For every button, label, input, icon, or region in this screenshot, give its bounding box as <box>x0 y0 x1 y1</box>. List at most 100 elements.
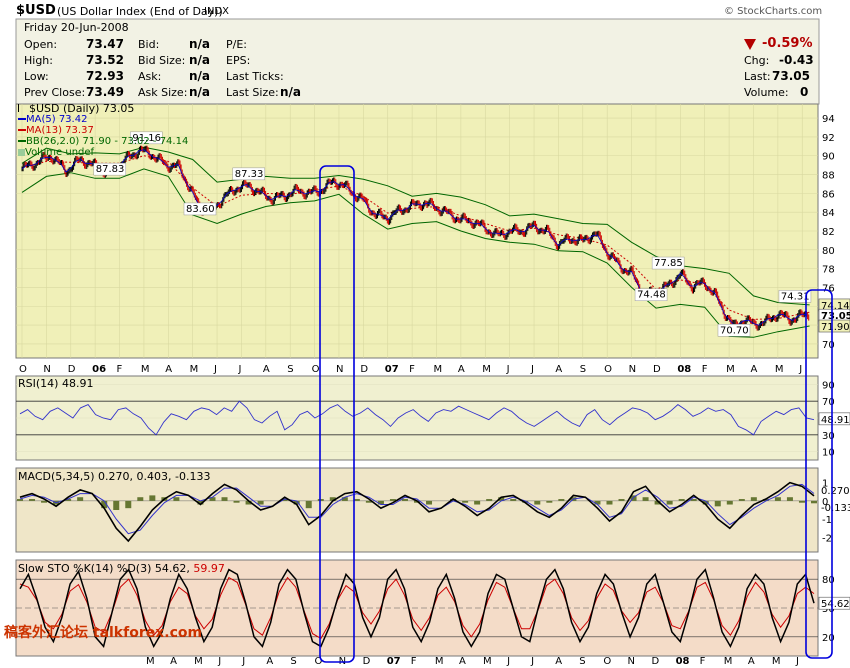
volume-label: Volume: <box>744 86 789 99</box>
price-annotation: 74.48 <box>637 290 666 301</box>
eps-label: EPS: <box>226 54 251 67</box>
low-label: Low: <box>24 70 49 83</box>
price-x-tick: O <box>312 364 320 375</box>
macd-histogram-bar <box>654 500 661 505</box>
ma5-line <box>21 149 808 326</box>
annotation-box <box>778 290 812 303</box>
sto-x-tick: O <box>603 656 611 667</box>
annotation-box <box>232 167 266 181</box>
price-x-tick: D <box>360 364 368 375</box>
price-right-label: 74.14 <box>821 301 850 312</box>
open-value: 73.47 <box>86 37 124 51</box>
high-value: 73.52 <box>86 53 124 67</box>
macd-histogram-bar <box>197 500 204 505</box>
sto-title-d: 59.97 <box>193 562 225 575</box>
macd-histogram-bar <box>690 499 697 501</box>
macd-histogram-bar <box>125 500 132 509</box>
legend-price-text: $USD (Daily) 73.05 <box>29 102 135 115</box>
quote-box <box>15 18 820 105</box>
sto-x-tick: D <box>363 656 371 667</box>
rsi-y-tick: 90 <box>822 380 835 391</box>
macd-histogram-bar <box>738 499 745 501</box>
price-annotation: 87.33 <box>235 169 264 180</box>
pct-change: -0.59% <box>762 36 813 51</box>
sto-y-tick: 20 <box>822 633 835 644</box>
prev-close-value: 73.49 <box>86 85 124 99</box>
legend-volume: Volume undef <box>18 147 188 158</box>
macd-histogram-bar <box>618 499 625 501</box>
price-x-tick: N <box>43 364 50 375</box>
price-x-tick: S <box>580 364 586 375</box>
macd-histogram-bar <box>365 500 372 503</box>
sto-k-line <box>19 568 815 649</box>
price-x-tick: A <box>165 364 172 375</box>
macd-histogram-bar <box>606 500 613 505</box>
sto-x-tick: O <box>315 656 323 667</box>
price-annotation: 77.85 <box>654 258 683 269</box>
sto-x-tick: M <box>724 656 733 667</box>
volume-value: 0 <box>800 85 809 99</box>
symbol-name: (US Dollar Index (End of Day)) <box>57 5 223 18</box>
macd-histogram-bar <box>630 495 637 501</box>
price-y-tick: 78 <box>822 265 835 276</box>
legend-ma5: MA(5) 73.42 <box>18 114 188 125</box>
annotation-box <box>651 256 685 270</box>
ask-label: Ask: <box>138 70 162 83</box>
bid-size-value: n/a <box>189 53 211 67</box>
pe-label: P/E: <box>226 38 247 51</box>
sto-x-tick: M <box>146 656 155 667</box>
ask-size-label: Ask Size: <box>138 86 188 99</box>
sto-x-tick: J <box>795 656 799 667</box>
sto-x-tick: S <box>290 656 296 667</box>
sto-x-tick: S <box>579 656 585 667</box>
price-y-tick: 76 <box>822 283 835 294</box>
price-x-tick: M <box>434 364 443 375</box>
sto-x-tick: 07 <box>387 656 401 667</box>
rsi-y-tick: 30 <box>822 431 835 442</box>
price-x-tick: M <box>190 364 199 375</box>
price-x-tick: O <box>604 364 612 375</box>
legend-volume-swatch <box>18 148 25 156</box>
price-x-tick: M <box>775 364 784 375</box>
macd-histogram-bar <box>17 499 23 501</box>
sto-x-tick: A <box>266 656 273 667</box>
copyright-label[interactable]: © StockCharts.com <box>724 6 823 17</box>
chg-value: -0.43 <box>779 53 814 67</box>
bb-lower-line <box>21 168 810 338</box>
low-value: 72.93 <box>86 69 124 83</box>
open-label: Open: <box>24 38 58 51</box>
annotation-box <box>717 324 751 337</box>
sto-x-tick: 08 <box>676 656 690 667</box>
sto-x-tick: M <box>483 656 492 667</box>
macd-histogram-bar <box>101 500 108 509</box>
legend-ma5-text: MA(5) 73.42 <box>26 114 88 125</box>
macd-histogram-bar <box>714 500 721 507</box>
macd-histogram-bar <box>474 500 481 505</box>
macd-histogram-bar <box>257 500 264 505</box>
macd-histogram-bar <box>77 497 84 501</box>
macd-histogram-bar <box>774 497 781 501</box>
macd-histogram-bar <box>113 500 120 510</box>
bid-size-label: Bid Size: <box>138 54 186 67</box>
macd-histogram-bar <box>341 497 348 501</box>
sto-d-line <box>19 576 815 640</box>
macd-histogram-bar <box>534 500 541 505</box>
price-x-tick: M <box>482 364 491 375</box>
legend-bb: BB(26,2.0) 71.90 - 73.02 - 74.14 <box>18 136 188 147</box>
price-x-tick: D <box>68 364 76 375</box>
legend-bb-text: BB(26,2.0) 71.90 - 73.02 - 74.14 <box>26 136 189 147</box>
annotation-box <box>183 202 217 216</box>
price-x-tick: N <box>336 364 343 375</box>
macd-histogram-bar <box>546 500 553 503</box>
highlight-nov-2006 <box>319 165 355 663</box>
legend-ma13: MA(13) 73.37 <box>18 125 188 136</box>
macd-histogram-bar <box>401 499 408 501</box>
rsi-line <box>19 400 815 436</box>
macd-right-label: 0.270 <box>821 486 850 497</box>
last-size-value: n/a <box>280 85 302 99</box>
price-legend: $USD (Daily) 73.05 MA(5) 73.42 MA(13) 73… <box>18 103 188 158</box>
sto-x-tick: J <box>217 656 221 667</box>
sto-x-tick: N <box>627 656 634 667</box>
macd-histogram-bar <box>389 499 396 501</box>
